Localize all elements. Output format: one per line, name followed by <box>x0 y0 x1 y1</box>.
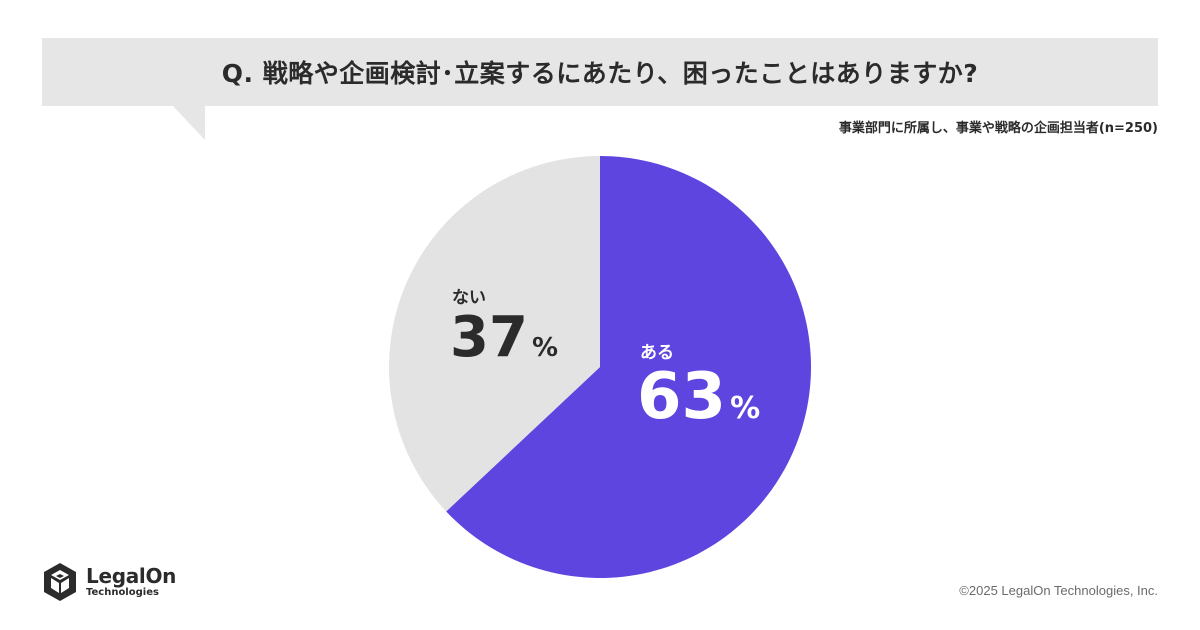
pie-slice-no <box>389 156 600 512</box>
question-title: Q. 戦略や企画検討･立案するにあたり、困ったことはありますか? <box>221 59 979 88</box>
slice-category-no: ない <box>452 288 486 308</box>
logo-name: LegalOn <box>86 564 177 588</box>
slice-value-no: 37 <box>450 305 528 370</box>
slice-label-no: ない 37% <box>450 283 558 366</box>
logo-subtitle: Technologies <box>86 587 159 598</box>
legalon-cube-logo-icon <box>44 563 76 601</box>
speech-bubble-tail <box>172 105 205 140</box>
company-logo: LegalOn Technologies <box>42 562 176 602</box>
slice-unit-no: % <box>531 333 558 363</box>
slice-category-yes: ある <box>640 343 674 363</box>
slice-value-yes: 63 <box>637 360 727 434</box>
slice-unit-yes: % <box>730 391 761 426</box>
pie-slice-yes <box>446 156 812 579</box>
question-banner: Q. 戦略や企画検討･立案するにあたり、困ったことはありますか? <box>42 38 1158 106</box>
copyright-notice: ©2025 LegalOn Technologies, Inc. <box>959 583 1158 598</box>
respondent-subtitle: 事業部門に所属し、事業や戦略の企画担当者(n=250) <box>838 121 1158 136</box>
slice-label-yes: ある 63% <box>637 338 760 429</box>
